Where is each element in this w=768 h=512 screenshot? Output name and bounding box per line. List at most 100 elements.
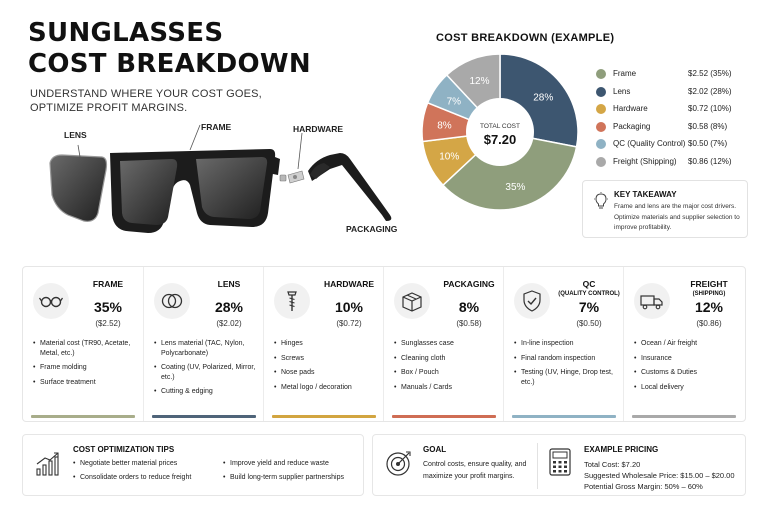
hinge-hardware	[279, 170, 305, 184]
callout-frame: FRAME	[201, 122, 232, 132]
title-line-2: COST BREAKDOWN	[28, 49, 311, 79]
page-title: SUNGLASSES COST BREAKDOWN	[28, 18, 311, 80]
card-color-bar	[152, 415, 256, 418]
screw-icon	[274, 283, 310, 319]
subtitle-line-2: OPTIMIZE PROFIT MARGINS.	[30, 102, 188, 114]
card-amount: ($0.58)	[456, 319, 482, 328]
card-amount: ($0.72)	[336, 319, 362, 328]
card-item: Material cost (TR90, Acetate, Metal, etc…	[33, 339, 139, 358]
hardware-leader	[297, 132, 303, 170]
card-subname: (QUALITY CONTROL)	[558, 291, 620, 297]
sunglasses-frame	[110, 149, 280, 233]
pie-percent-label: 8%	[437, 121, 452, 132]
card-percent: 12%	[694, 299, 724, 315]
card-item: Insurance	[634, 354, 740, 364]
pie-percent-label: 28%	[533, 92, 553, 103]
chart-title: COST BREAKDOWN (EXAMPLE)	[436, 32, 615, 44]
callout-lens: LENS	[64, 130, 87, 140]
card-items: Ocean / Air freight Insurance Customs & …	[634, 339, 740, 397]
card-amount: ($0.86)	[696, 319, 722, 328]
card-item: Cutting & edging	[154, 387, 260, 397]
card-name: FRAME	[92, 279, 124, 289]
card-color-bar	[31, 415, 135, 418]
legend-label: Freight (Shipping)	[613, 156, 677, 166]
card-percent: 10%	[334, 299, 364, 315]
goal-and-pricing: GOAL Control costs, ensure quality, and …	[372, 434, 746, 496]
card-item: Ocean / Air freight	[634, 339, 740, 349]
lightbulb-icon	[594, 192, 608, 209]
legend-label: QC (Quality Control)	[613, 139, 686, 149]
legend-label: Frame	[613, 69, 637, 78]
card-amount: ($0.50)	[576, 319, 602, 328]
card-title: FRAME	[75, 279, 141, 289]
legend-item-frame: Frame $2.52 (35%)	[596, 68, 744, 86]
card-amount: ($2.02)	[216, 319, 242, 328]
pie-slice-frame	[441, 131, 578, 211]
card-lens: LENS 28% ($2.02) Lens material (TAC, Nyl…	[143, 267, 263, 421]
card-item: Metal logo / decoration	[274, 383, 380, 393]
legend-value: $0.72 (10%)	[688, 104, 732, 114]
card-color-bar	[272, 415, 376, 418]
card-title: FREIGHT (SHIPPING)	[676, 279, 742, 299]
legend-swatch	[596, 86, 606, 97]
pie-svg: TOTAL COST $7.20 28% 35% 10% 8% 7% 12%	[421, 53, 579, 211]
glasses-icon	[33, 283, 69, 319]
pricing-margin: Potential Gross Margin: 50% – 60%	[584, 482, 703, 491]
cost-pie-chart: TOTAL COST $7.20 28% 35% 10% 8% 7% 12%	[420, 52, 580, 212]
tip-item: Consolidate orders to reduce freight	[73, 473, 191, 482]
legend-swatch	[596, 104, 606, 115]
card-items: Material cost (TR90, Acetate, Metal, etc…	[33, 339, 139, 392]
card-item: In-line inspection	[514, 339, 620, 349]
legend-item-lens: Lens $2.02 (28%)	[596, 86, 744, 104]
lens-icon	[154, 283, 190, 319]
card-item: Box / Pouch	[394, 368, 500, 378]
card-item: Lens material (TAC, Nylon, Polycarbonate…	[154, 339, 260, 358]
shield-check-icon	[514, 283, 550, 319]
tips-column-1: Negotiate better material prices Consoli…	[73, 459, 191, 487]
card-item: Final random inspection	[514, 354, 620, 364]
pricing-total: Total Cost: $7.20	[584, 460, 641, 469]
page-subtitle: UNDERSTAND WHERE YOUR COST GOES, OPTIMIZ…	[30, 87, 262, 115]
growth-chart-icon	[36, 452, 59, 476]
card-title: QC (QUALITY CONTROL)	[556, 279, 622, 299]
title-line-1: SUNGLASSES	[28, 18, 224, 48]
pie-center-hole	[466, 98, 534, 166]
card-item: Local delivery	[634, 383, 740, 393]
legend-swatch	[596, 156, 606, 167]
card-items: Sunglasses case Cleaning cloth Box / Pou…	[394, 339, 500, 397]
pie-center-label: TOTAL COST	[480, 123, 520, 130]
card-name: HARDWARE	[323, 279, 375, 289]
legend-label: Lens	[613, 86, 631, 96]
card-item: Hinges	[274, 339, 380, 349]
tip-item: Build long-term supplier partnerships	[223, 473, 344, 482]
legend-item-packaging: Packaging $0.58 (8%)	[596, 121, 744, 139]
box-icon	[394, 283, 430, 319]
legend-value: $0.86 (12%)	[688, 156, 732, 166]
card-percent: 35%	[93, 299, 123, 315]
pie-percent-label: 35%	[505, 182, 525, 193]
takeaway-title: KEY TAKEAWAY	[614, 190, 677, 199]
legend-value: $2.52 (35%)	[688, 69, 732, 78]
legend-item-qc: QC (Quality Control) $0.50 (7%)	[596, 138, 744, 156]
goal-title: GOAL	[423, 445, 447, 454]
card-percent: 7%	[578, 299, 600, 315]
lens-leader	[77, 144, 81, 158]
pie-center-value: $7.20	[484, 132, 517, 147]
card-item: Manuals / Cards	[394, 383, 500, 393]
tip-item: Negotiate better material prices	[73, 459, 191, 468]
truck-icon	[634, 283, 670, 319]
goal-text: Control costs, ensure quality, and maxim…	[423, 461, 527, 480]
card-subname: (SHIPPING)	[692, 291, 726, 297]
card-name: FREIGHT	[690, 279, 728, 289]
legend-label: Packaging	[613, 121, 651, 131]
card-items: In-line inspection Final random inspecti…	[514, 339, 620, 392]
calculator-icon	[549, 448, 571, 476]
pricing-title: EXAMPLE PRICING	[584, 445, 659, 454]
card-frame: FRAME 35% ($2.52) Material cost (TR90, A…	[23, 267, 143, 421]
card-title: LENS	[196, 279, 262, 289]
legend-swatch	[596, 69, 606, 79]
card-item: Frame molding	[33, 363, 139, 373]
cost-optimization-tips: COST OPTIMIZATION TIPS Negotiate better …	[22, 434, 364, 496]
card-item: Surface treatment	[33, 378, 139, 388]
legend-value: $2.02 (28%)	[688, 86, 732, 96]
